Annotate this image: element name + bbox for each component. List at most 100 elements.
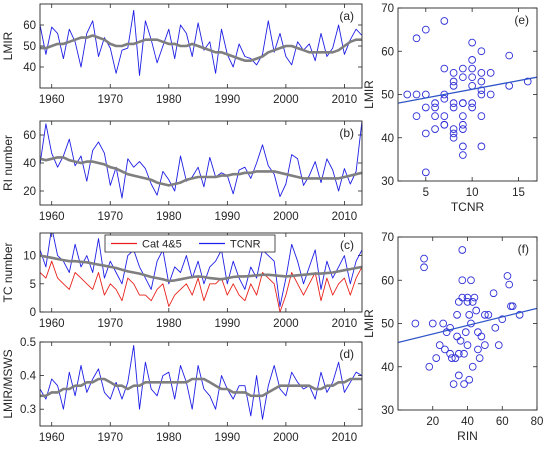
x-tick-label: 2000 bbox=[273, 432, 299, 444]
scatter-point bbox=[446, 349, 454, 358]
scatter-point bbox=[449, 103, 458, 112]
scatter-point bbox=[431, 112, 439, 120]
x-axis-label: RIN bbox=[457, 429, 478, 443]
scatter-point bbox=[474, 345, 482, 354]
legend-box bbox=[104, 234, 276, 253]
x-tick-label: 20 bbox=[426, 416, 439, 428]
scatter-point bbox=[411, 319, 420, 328]
plot-area bbox=[40, 233, 362, 312]
scatter-point bbox=[505, 280, 514, 289]
panel-label: (a) bbox=[339, 9, 354, 23]
y-tick-label: 70 bbox=[381, 3, 394, 15]
scatter-point bbox=[440, 112, 449, 120]
scatter-point bbox=[458, 246, 467, 254]
scatter-point bbox=[412, 34, 421, 43]
x-tick-label: 2000 bbox=[273, 94, 299, 106]
y-tick-label: 40 bbox=[381, 362, 394, 374]
scatter-point bbox=[459, 120, 467, 129]
scatter-point bbox=[505, 51, 514, 60]
scatter-point bbox=[481, 311, 489, 319]
scatter-point bbox=[460, 349, 468, 358]
x-tick-label: 5 bbox=[423, 187, 429, 199]
scatter-point bbox=[446, 323, 454, 332]
y-tick-label: 0.3 bbox=[20, 404, 36, 416]
scatter-point bbox=[449, 129, 458, 138]
smoothed-series-line bbox=[40, 254, 362, 283]
scatter-point bbox=[484, 311, 493, 319]
scatter-point bbox=[440, 17, 449, 25]
scatter-point bbox=[463, 341, 472, 349]
scatter-point bbox=[489, 289, 498, 298]
scatter-point bbox=[491, 323, 500, 332]
scatter-point bbox=[523, 77, 532, 86]
scatter-point bbox=[481, 341, 489, 349]
scatter-point bbox=[468, 73, 476, 82]
scatter-point bbox=[428, 319, 437, 328]
panel-label: (c) bbox=[340, 238, 354, 252]
scatter-point bbox=[431, 99, 439, 108]
y-tick-label: 60 bbox=[23, 130, 36, 142]
scatter-point bbox=[449, 133, 458, 142]
scatter-point bbox=[449, 81, 458, 90]
x-tick-label: 80 bbox=[531, 416, 544, 428]
scatter-point bbox=[412, 90, 421, 99]
x-tick-label: 1970 bbox=[97, 318, 123, 330]
scatter-point bbox=[472, 306, 481, 315]
y-tick-label: 40 bbox=[23, 158, 36, 170]
y-tick-label: 0 bbox=[30, 307, 36, 319]
y-tick-label: 0.5 bbox=[20, 337, 36, 349]
x-tick-label: 1970 bbox=[97, 432, 123, 444]
scatter-point bbox=[441, 345, 449, 354]
plot-area bbox=[398, 246, 537, 388]
scatter-point bbox=[440, 64, 449, 73]
y-tick-label: 30 bbox=[381, 176, 394, 188]
y-tick-label: 30 bbox=[381, 405, 394, 417]
plot-area bbox=[40, 9, 362, 76]
scatter-point bbox=[467, 276, 475, 285]
scatter-point bbox=[412, 112, 421, 120]
y-axis-label: LMIR/MSWS bbox=[1, 349, 15, 418]
x-tick-label: 1960 bbox=[39, 432, 65, 444]
scatter-point bbox=[459, 125, 467, 133]
panel-f: 20 40 60 80 30 40 50 60 70 LMIR RIN (f) bbox=[362, 232, 543, 443]
scatter-point bbox=[458, 276, 467, 285]
scatter-point bbox=[477, 142, 486, 151]
x-tick-label: 10 bbox=[466, 187, 479, 199]
panel-c: 1960 1970 1980 1990 2000 2010 0 5 10 TC number (c)… bbox=[1, 232, 363, 330]
regression-line bbox=[398, 307, 537, 344]
scatter-point bbox=[425, 362, 434, 371]
scatter-point bbox=[463, 298, 472, 306]
tcnr-line bbox=[40, 233, 362, 307]
scatter-point bbox=[421, 129, 430, 138]
smoothed-series-line bbox=[40, 34, 362, 63]
y-axis-label: RI number bbox=[1, 135, 15, 191]
x-tick-label: 1980 bbox=[156, 318, 182, 330]
smoothed-series-line bbox=[40, 377, 362, 398]
scatter-point bbox=[494, 341, 503, 349]
panel-label: (e) bbox=[514, 13, 529, 27]
scatter-point bbox=[453, 332, 461, 341]
y-tick-label: 10 bbox=[23, 251, 36, 263]
y-tick-label: 0.4 bbox=[20, 371, 37, 383]
scatter-point bbox=[454, 298, 463, 306]
y-tick-label: 5 bbox=[30, 279, 36, 291]
y-tick-label: 60 bbox=[381, 275, 394, 287]
scatter-point bbox=[507, 302, 515, 311]
scatter-point bbox=[420, 254, 428, 263]
y-axis-label: LMIR bbox=[1, 31, 15, 60]
scatter-point bbox=[475, 354, 484, 362]
scatter-point bbox=[459, 142, 467, 151]
scatter-point bbox=[403, 90, 412, 99]
panel-label: (f) bbox=[518, 242, 529, 256]
scatter-point bbox=[477, 112, 486, 120]
x-tick-label: 1970 bbox=[97, 211, 123, 223]
scatter-point bbox=[453, 311, 461, 319]
y-tick-label: 50 bbox=[381, 319, 394, 331]
y-axis-label: LMIR bbox=[362, 309, 376, 338]
scatter-point bbox=[498, 315, 507, 324]
scatter-point bbox=[449, 99, 458, 108]
scatter-point bbox=[454, 349, 463, 358]
scatter-point bbox=[440, 94, 449, 103]
scatter-point bbox=[420, 263, 428, 272]
